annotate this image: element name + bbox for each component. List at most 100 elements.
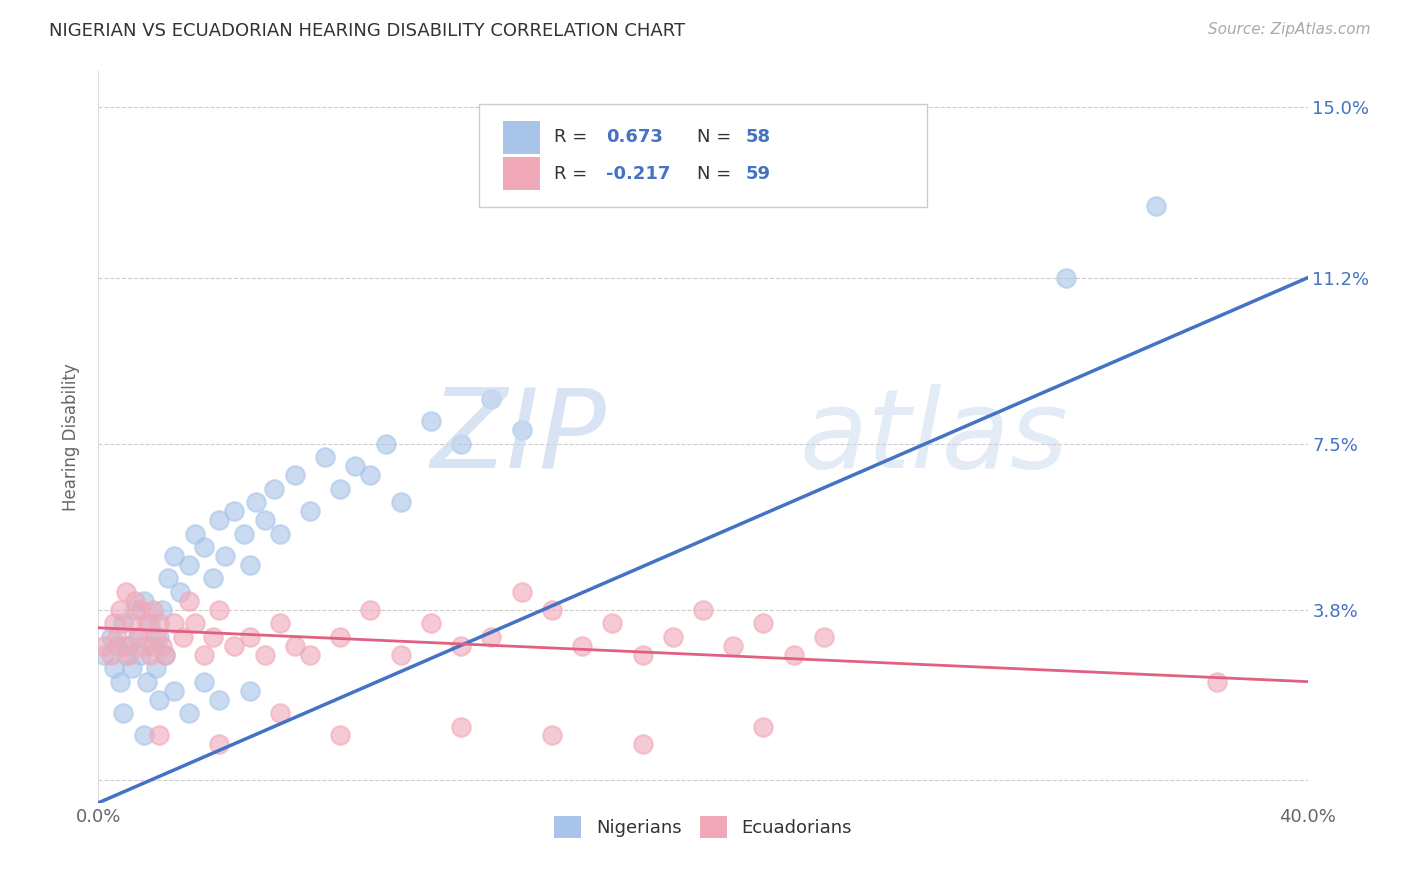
Point (329, 729, 352, 743)
Point (202, 571, 225, 585)
Point (142, 639, 165, 653)
Point (723, 639, 745, 653)
Point (184, 616, 207, 631)
Point (284, 639, 307, 653)
Point (631, 648, 654, 662)
Point (269, 616, 291, 631)
Point (571, 639, 593, 653)
Point (329, 630, 352, 644)
Point (193, 648, 215, 662)
Point (239, 683, 262, 698)
Text: N =: N = (697, 128, 737, 146)
Point (389, 495, 412, 509)
Point (156, 571, 179, 585)
Point (169, 585, 191, 599)
Point (253, 513, 276, 527)
Point (135, 674, 157, 689)
Point (163, 683, 186, 698)
Point (813, 630, 835, 644)
Point (284, 468, 307, 483)
Point (374, 437, 396, 451)
Point (329, 482, 352, 496)
Point (420, 616, 443, 631)
Point (132, 639, 155, 653)
Text: R =: R = (554, 165, 593, 183)
Point (420, 414, 443, 428)
Point (208, 692, 231, 706)
Point (111, 616, 134, 631)
Point (360, 468, 382, 483)
Point (510, 585, 533, 599)
Point (1144, 199, 1167, 213)
Legend: Nigerians, Ecuadorians: Nigerians, Ecuadorians (547, 808, 859, 845)
Point (145, 630, 167, 644)
Point (100, 648, 122, 662)
FancyBboxPatch shape (503, 157, 540, 190)
Point (193, 674, 215, 689)
Point (1206, 674, 1229, 689)
Point (163, 549, 186, 563)
Point (145, 661, 167, 675)
Point (129, 648, 152, 662)
Point (111, 706, 134, 720)
Point (150, 603, 173, 617)
Point (124, 603, 146, 617)
Point (269, 706, 291, 720)
Point (540, 729, 562, 743)
Point (111, 639, 134, 653)
Text: atlas: atlas (800, 384, 1069, 491)
Point (114, 585, 136, 599)
Point (510, 423, 533, 437)
FancyBboxPatch shape (479, 104, 927, 207)
Point (118, 648, 141, 662)
Point (148, 692, 170, 706)
Text: ZIP: ZIP (430, 384, 606, 491)
Text: 58: 58 (745, 128, 770, 146)
Point (540, 603, 562, 617)
Text: Source: ZipAtlas.com: Source: ZipAtlas.com (1208, 22, 1371, 37)
Point (661, 630, 683, 644)
Point (139, 616, 162, 631)
Point (602, 616, 624, 631)
Point (139, 648, 162, 662)
Point (232, 526, 254, 541)
FancyBboxPatch shape (503, 120, 540, 153)
Point (481, 392, 503, 406)
Text: 59: 59 (745, 165, 770, 183)
Point (179, 706, 201, 720)
Point (299, 648, 322, 662)
Point (184, 526, 207, 541)
Text: -0.217: -0.217 (606, 165, 671, 183)
Point (93, 648, 115, 662)
Point (208, 513, 231, 527)
Point (142, 603, 165, 617)
Point (752, 719, 775, 733)
Point (299, 504, 322, 518)
Point (269, 526, 291, 541)
Point (100, 630, 122, 644)
Point (121, 616, 143, 631)
Point (179, 594, 201, 608)
Point (114, 648, 136, 662)
Text: N =: N = (697, 165, 737, 183)
Point (481, 630, 503, 644)
Point (202, 630, 225, 644)
Point (132, 594, 155, 608)
Point (163, 616, 186, 631)
Point (105, 630, 128, 644)
Point (631, 738, 654, 752)
Point (135, 616, 157, 631)
Point (105, 639, 128, 653)
Point (121, 661, 143, 675)
Point (692, 603, 714, 617)
Point (214, 549, 236, 563)
Point (148, 630, 170, 644)
Y-axis label: Hearing Disability: Hearing Disability (62, 363, 80, 511)
Point (1054, 270, 1077, 285)
Point (450, 639, 472, 653)
Text: 0.673: 0.673 (606, 128, 664, 146)
Point (783, 648, 806, 662)
Point (224, 639, 246, 653)
Point (314, 450, 336, 465)
Point (360, 603, 382, 617)
